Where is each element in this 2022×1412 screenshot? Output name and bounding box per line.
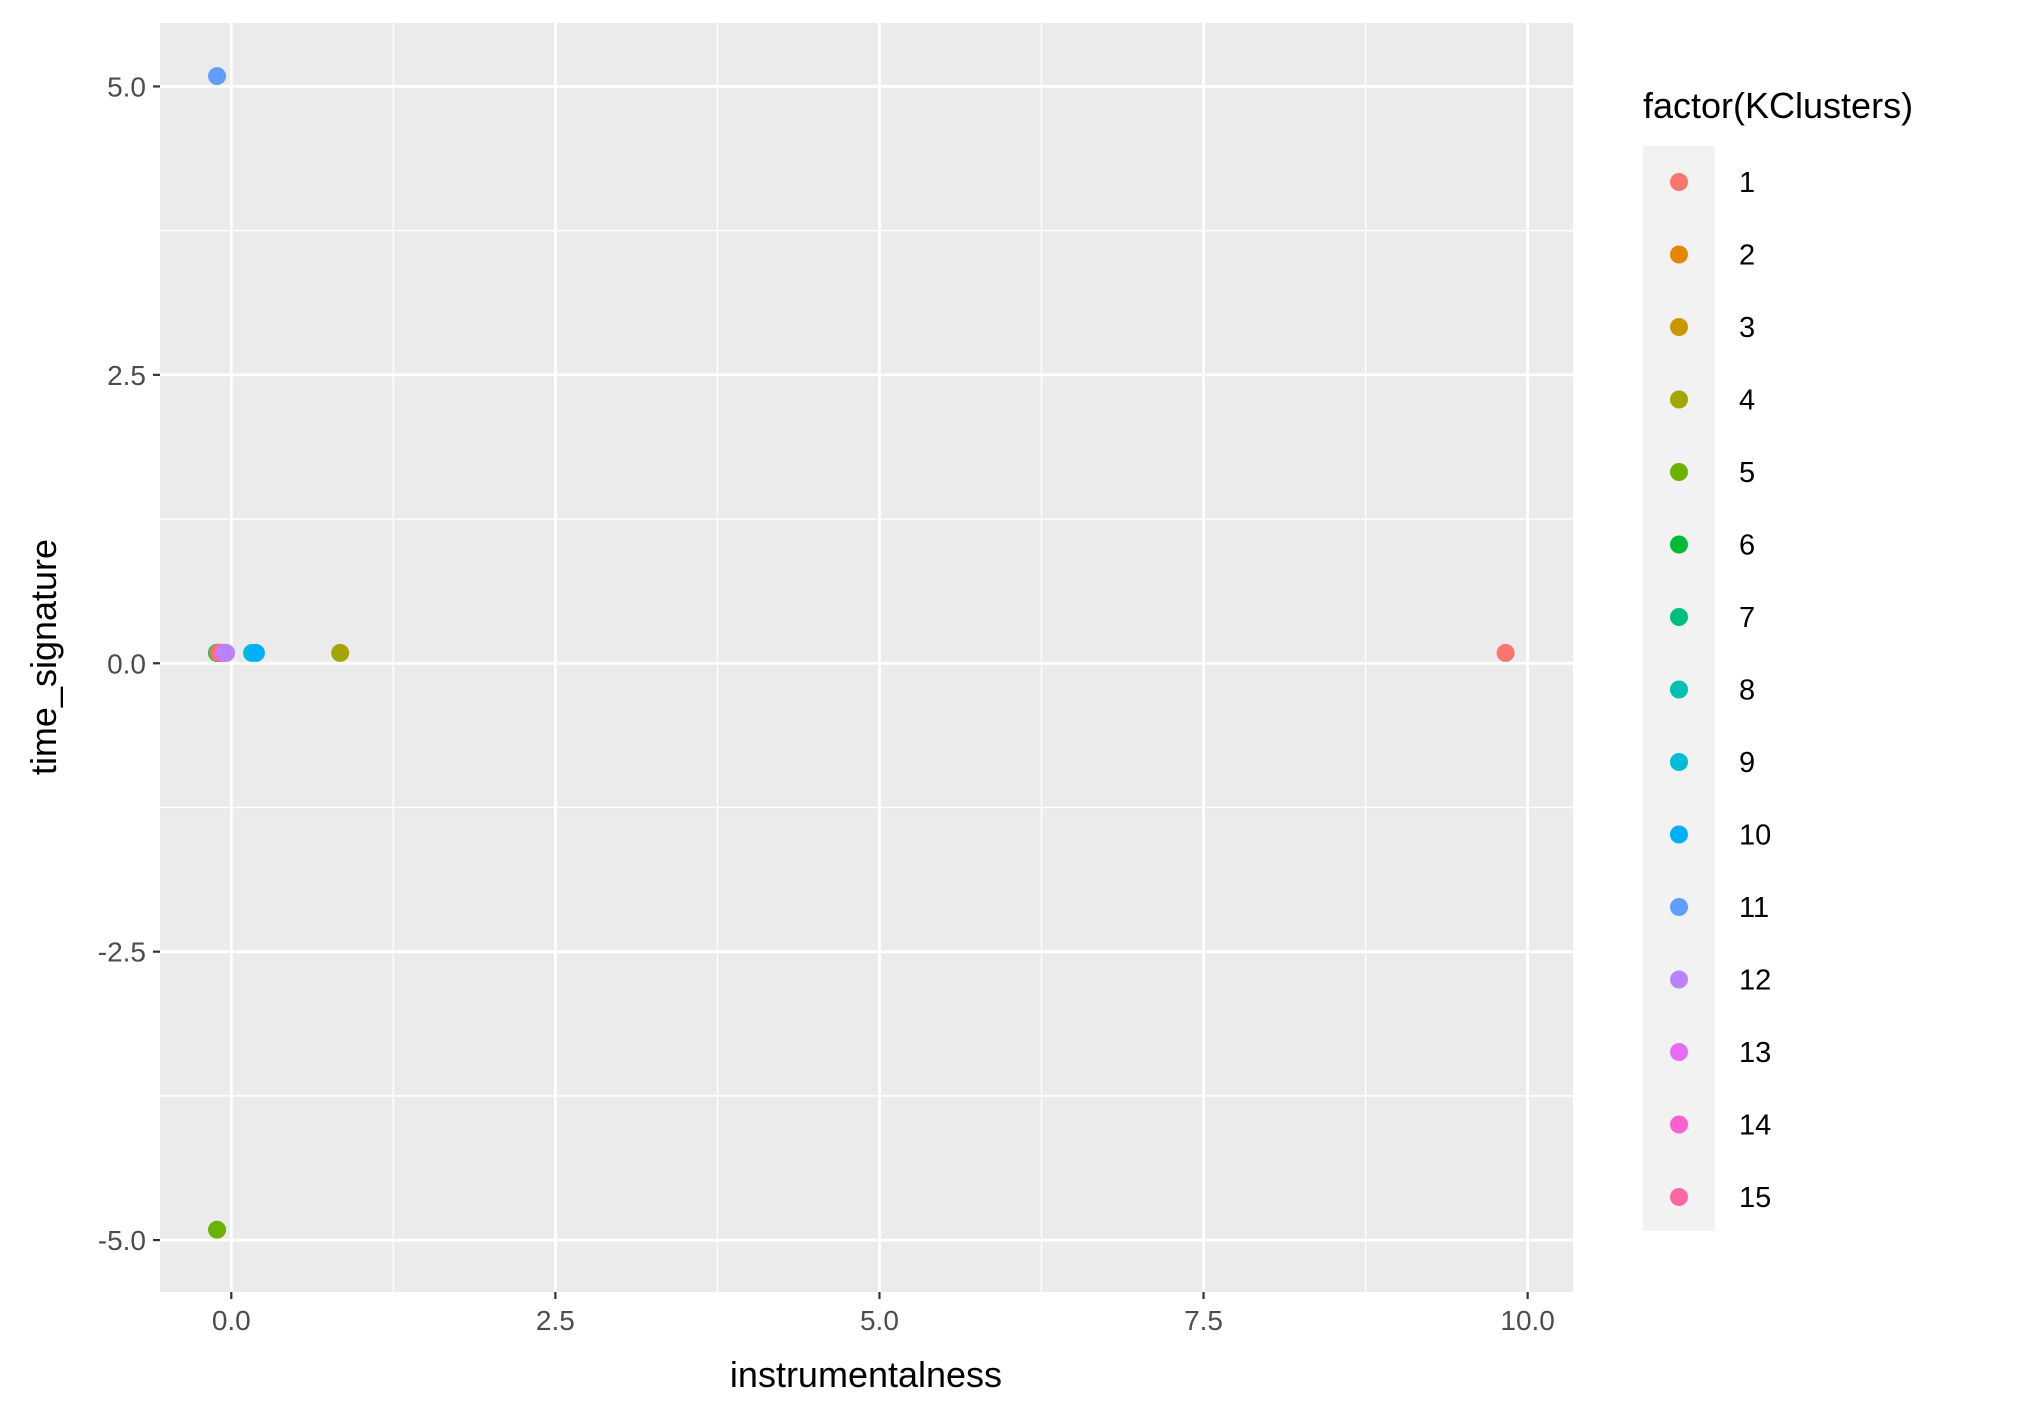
legend-label-12: 12: [1739, 965, 1771, 997]
major-gridlines: [160, 23, 1573, 1292]
legend-key-12: [1670, 970, 1688, 989]
legend-key-4: [1670, 390, 1688, 409]
point-cluster-4: [331, 643, 350, 662]
legend-title: factor(KClusters): [1643, 85, 1913, 126]
legend-label-5: 5: [1739, 457, 1755, 489]
y-tick-label: 2.5: [107, 360, 146, 391]
legend-key-1: [1670, 173, 1688, 191]
legend-label-9: 9: [1739, 747, 1755, 779]
y-tick-label: 0.0: [107, 648, 146, 679]
legend-label-13: 13: [1739, 1037, 1771, 1069]
legend-key-9: [1670, 753, 1688, 771]
legend-label-14: 14: [1739, 1110, 1771, 1142]
x-tick-label: 2.5: [536, 1305, 575, 1336]
point-cluster-5: [208, 1220, 227, 1239]
x-tick-label: 10.0: [1500, 1305, 1555, 1336]
legend-label-6: 6: [1739, 530, 1755, 562]
y-axis-title: time_signature: [23, 539, 64, 775]
x-tick-label: 7.5: [1184, 1305, 1223, 1336]
point-cluster-12: [217, 643, 236, 662]
legend-key-3: [1670, 318, 1688, 336]
legend-key-11: [1670, 898, 1688, 916]
legend-key-14: [1670, 1115, 1688, 1134]
legend-key-15: [1670, 1188, 1688, 1206]
legend-key-6: [1670, 535, 1688, 554]
legend-label-10: 10: [1739, 820, 1771, 852]
legend-label-11: 11: [1739, 892, 1769, 924]
axis-ticks: [153, 85, 1529, 1299]
point-cluster-10: [246, 643, 265, 662]
axis-tick-labels: 0.0 2.5 5.0 7.5 10.0 -5.0 -2.5 0.0 2.5 5.0: [98, 71, 1555, 1336]
x-axis-title: instrumentalness: [730, 1354, 1002, 1395]
y-tick-label: -5.0: [98, 1225, 146, 1256]
x-tick-label: 0.0: [212, 1305, 251, 1336]
legend-label-3: 3: [1739, 312, 1755, 344]
plot-panel: [160, 23, 1573, 1292]
y-tick-label: 5.0: [107, 71, 146, 102]
legend-key-10: [1670, 825, 1688, 844]
legend-key-7: [1670, 608, 1688, 626]
legend-label-7: 7: [1739, 602, 1755, 634]
legend-key-2: [1670, 245, 1688, 264]
legend-label-1: 1: [1739, 167, 1755, 199]
data-points: [208, 67, 1515, 1239]
point-cluster-11: [208, 67, 227, 86]
y-tick-label: -2.5: [98, 937, 146, 968]
minor-gridlines: [160, 23, 1573, 1292]
legend-label-8: 8: [1739, 675, 1755, 707]
legend-key-5: [1670, 463, 1688, 481]
legend-label-2: 2: [1739, 240, 1755, 272]
legend-label-4: 4: [1739, 385, 1755, 417]
legend-key-13: [1670, 1043, 1688, 1061]
point-cluster-1: [1496, 643, 1515, 662]
x-tick-label: 5.0: [860, 1305, 899, 1336]
legend-label-15: 15: [1739, 1182, 1771, 1214]
legend-key-8: [1670, 680, 1688, 699]
